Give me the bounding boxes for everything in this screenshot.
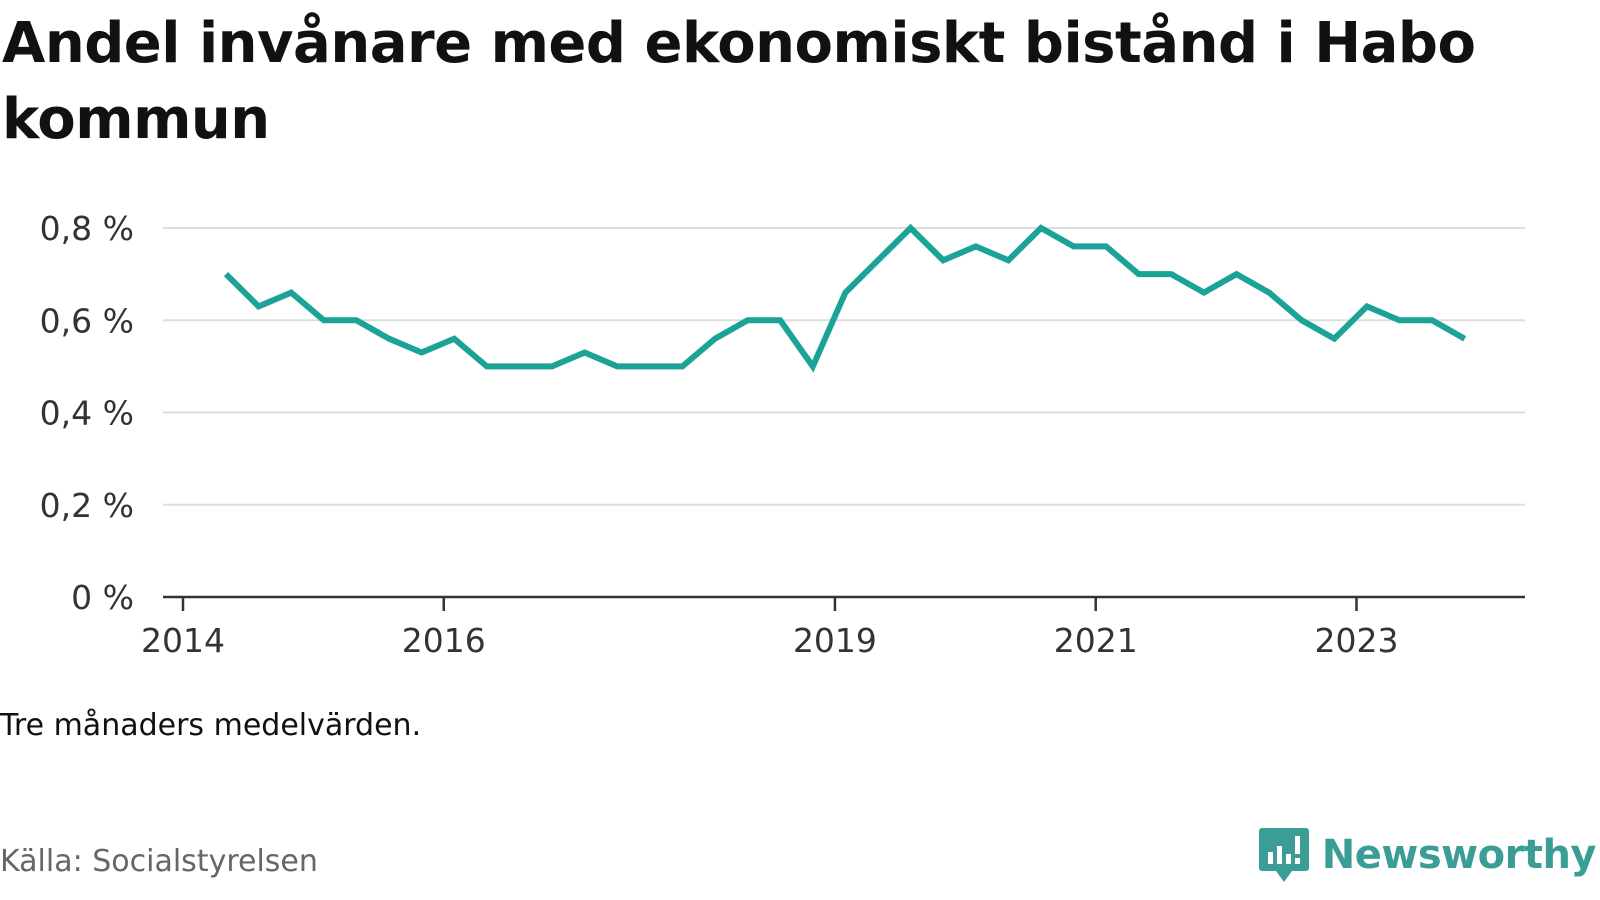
data-point xyxy=(1397,317,1403,323)
data-point xyxy=(223,271,229,277)
brand-name: Newsworthy xyxy=(1321,832,1597,878)
data-point xyxy=(1201,290,1207,296)
x-tick-label: 2014 xyxy=(141,621,225,660)
data-point xyxy=(256,303,262,309)
data-point xyxy=(321,317,327,323)
data-point xyxy=(1234,271,1240,277)
axes xyxy=(163,595,1525,611)
data-point xyxy=(484,363,490,369)
data-point xyxy=(1071,243,1077,249)
source-credit: Källa: Socialstyrelsen xyxy=(0,844,318,879)
data-point xyxy=(1038,225,1044,231)
data-point xyxy=(419,350,425,356)
newsworthy-brand[interactable]: Newsworthy xyxy=(1258,826,1597,884)
data-point xyxy=(679,363,685,369)
series-line xyxy=(223,223,1467,373)
data-point xyxy=(940,257,946,263)
x-tick-label: 2016 xyxy=(402,621,486,660)
data-point xyxy=(777,317,783,323)
y-tick-label: 0,4 % xyxy=(40,394,134,433)
data-point xyxy=(1103,243,1109,249)
tick-labels: 0 % 0,2 % 0,4 % 0,6 % 0,8 % 2014 2016 2019 2021 2… xyxy=(40,209,1399,660)
data-point xyxy=(1429,317,1435,323)
data-point xyxy=(1005,257,1011,263)
data-point xyxy=(810,363,816,369)
y-tick-label: 0,8 % xyxy=(40,209,134,248)
chart-note: Tre månaders medelvärden. xyxy=(0,708,422,743)
data-point xyxy=(1266,290,1272,296)
chart-title: Andel invånare med ekonomiskt bistånd i … xyxy=(2,11,1476,152)
data-point xyxy=(353,317,359,323)
data-point xyxy=(582,350,588,356)
data-point xyxy=(1364,303,1370,309)
x-tick-label: 2023 xyxy=(1315,621,1399,660)
data-point xyxy=(516,363,522,369)
data-point xyxy=(745,317,751,323)
data-point xyxy=(451,336,457,342)
data-point xyxy=(908,225,914,231)
data-point xyxy=(1462,336,1468,342)
newsworthy-logo-icon xyxy=(1258,828,1309,882)
gridlines xyxy=(163,227,1525,506)
data-point xyxy=(386,336,392,342)
y-tick-label: 0 % xyxy=(71,578,134,617)
data-point xyxy=(1331,336,1337,342)
data-point xyxy=(1136,271,1142,277)
x-tick-label: 2021 xyxy=(1054,621,1138,660)
data-point xyxy=(614,363,620,369)
data-point xyxy=(842,290,848,296)
series-layer xyxy=(223,223,1468,373)
data-point xyxy=(712,336,718,342)
data-point xyxy=(549,363,555,369)
data-point xyxy=(1299,317,1305,323)
y-tick-label: 0,6 % xyxy=(40,301,134,340)
x-tick-label: 2019 xyxy=(793,621,877,660)
data-point xyxy=(875,257,881,263)
y-tick-label: 0,2 % xyxy=(40,486,134,525)
data-point xyxy=(288,290,294,296)
data-point xyxy=(1168,271,1174,277)
data-point xyxy=(973,243,979,249)
data-point xyxy=(647,363,653,369)
